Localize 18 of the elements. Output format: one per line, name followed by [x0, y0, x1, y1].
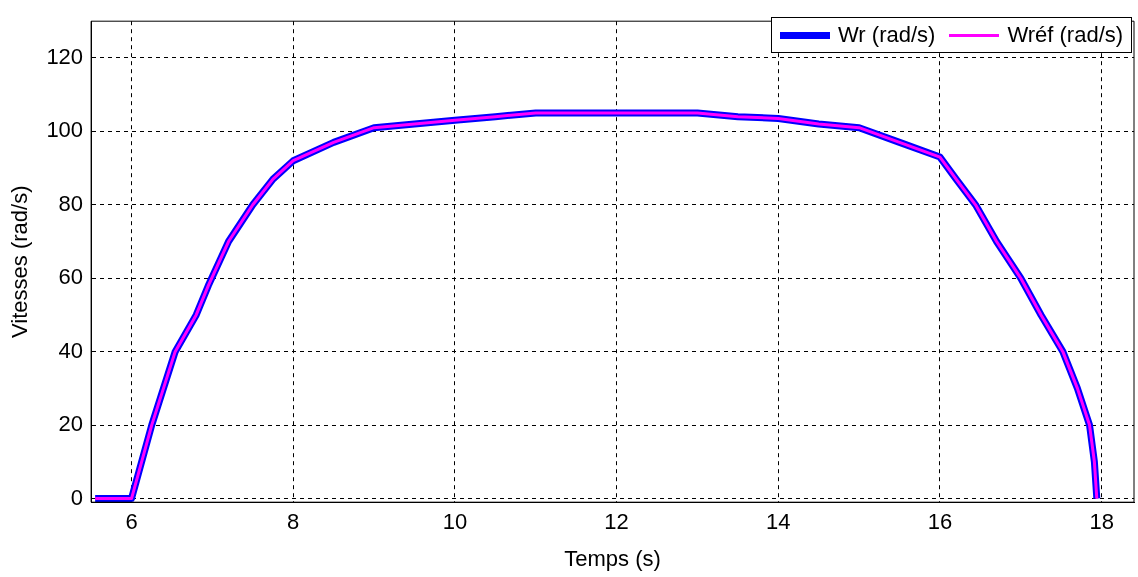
y-tick-label: 100 — [46, 117, 84, 143]
x-tick-label: 8 — [287, 509, 300, 535]
x-axis-title: Temps (s) — [564, 545, 661, 571]
x-tick-label: 16 — [927, 509, 953, 535]
y-tick-label: 80 — [58, 190, 84, 216]
legend-label: Wr (rad/s) — [838, 22, 936, 49]
y-tick-label: 40 — [58, 337, 84, 363]
x-tick-label: 18 — [1089, 509, 1114, 535]
x-tick-label: 14 — [766, 509, 791, 535]
y-tick-label: 120 — [46, 43, 84, 69]
y-tick-label: 0 — [70, 484, 84, 510]
y-tick-label: 60 — [58, 264, 84, 290]
x-tick-label: 6 — [125, 509, 138, 535]
x-tick-label: 12 — [604, 509, 629, 535]
y-axis-title: Vitesses (rad/s) — [7, 185, 33, 338]
legend-label: Wréf (rad/s) — [1007, 22, 1124, 49]
x-tick-label: 10 — [442, 509, 468, 535]
y-tick-label: 20 — [58, 411, 84, 437]
